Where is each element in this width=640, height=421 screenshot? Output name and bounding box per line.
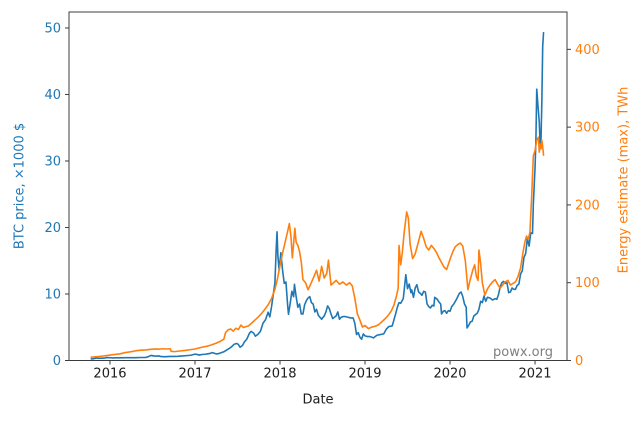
x-tick-label: 2020 (433, 367, 466, 382)
y-right-tick-label: 300 (575, 121, 600, 136)
plot-spines (68, 11, 568, 361)
x-tick-label: 2019 (348, 367, 381, 382)
y-left-tick-label: 30 (44, 154, 61, 169)
y-right-tick-label: 400 (575, 43, 600, 58)
series-line-btc-price (90, 31, 545, 360)
series-line-energy-estimate-max- (90, 136, 545, 358)
y-right-tick-label: 100 (575, 276, 600, 291)
y-right-tick-label: 0 (575, 354, 583, 369)
y-right-tick-label: 200 (575, 198, 600, 213)
y-left-tick-label: 50 (44, 21, 61, 36)
right-axis-title: Energy estimate (max), TWh (616, 86, 632, 274)
y-left-tick-label: 20 (44, 221, 61, 236)
x-axis-title: Date (302, 392, 334, 408)
x-tick-label: 2016 (93, 367, 126, 382)
y-left-tick-label: 40 (44, 88, 61, 103)
y-left-tick-label: 10 (44, 287, 61, 302)
watermark-text: powx.org (493, 345, 553, 360)
x-tick-label: 2017 (178, 367, 211, 382)
x-tick-label: 2018 (263, 367, 296, 382)
left-axis-title: BTC price, ×1000 $ (12, 122, 28, 250)
x-tick-label: 2021 (518, 367, 551, 382)
y-left-tick-label: 0 (53, 354, 61, 369)
